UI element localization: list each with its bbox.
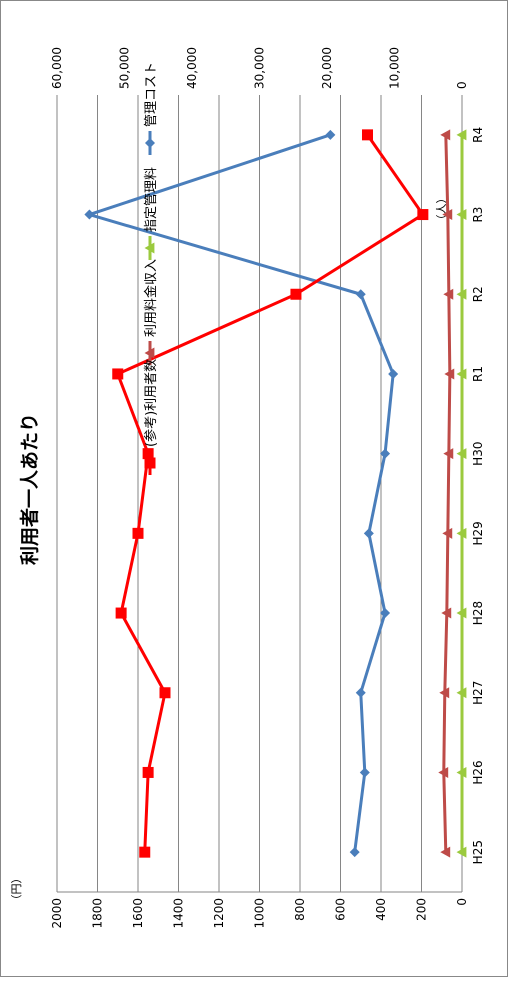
data-point bbox=[456, 368, 467, 380]
right-axis-unit: （人） bbox=[435, 193, 448, 226]
left-tick-label: 600 bbox=[334, 898, 348, 921]
data-point bbox=[456, 129, 467, 141]
data-point bbox=[142, 766, 154, 778]
data-point bbox=[145, 138, 155, 148]
category-label: H25 bbox=[471, 840, 485, 864]
data-point bbox=[438, 766, 449, 778]
series-利用料金収入 bbox=[438, 129, 455, 858]
data-point bbox=[112, 368, 124, 380]
data-point bbox=[443, 288, 454, 300]
data-point bbox=[417, 209, 429, 221]
category-label: H26 bbox=[471, 760, 485, 784]
left-tick-label: 1400 bbox=[172, 898, 186, 929]
data-point bbox=[439, 687, 450, 699]
category-label: H27 bbox=[471, 681, 485, 705]
data-point bbox=[456, 448, 467, 460]
left-axis-unit: （円） bbox=[10, 873, 23, 906]
data-point bbox=[132, 527, 144, 539]
category-label: R2 bbox=[471, 286, 485, 302]
category-labels: H25 H26 H27 H28 H29 H30 R1 R2 R3 R4 bbox=[471, 127, 485, 864]
category-label: R4 bbox=[471, 127, 485, 143]
category-label: H28 bbox=[471, 601, 485, 625]
data-point bbox=[159, 687, 171, 699]
series-指定管理料 bbox=[456, 129, 467, 858]
category-label: H29 bbox=[471, 521, 485, 545]
series-(参考)利用者数 bbox=[112, 129, 429, 858]
data-point bbox=[440, 846, 451, 858]
data-point bbox=[355, 687, 366, 698]
right-tick-label: 30,000 bbox=[253, 47, 267, 89]
right-tick-label: 40,000 bbox=[185, 47, 199, 89]
left-tick-label: 1800 bbox=[91, 898, 105, 929]
data-point bbox=[440, 129, 451, 141]
data-point bbox=[456, 687, 467, 699]
data-point bbox=[139, 846, 151, 858]
legend-item: (参考)利用者数 bbox=[143, 359, 159, 475]
left-tick-label: 2000 bbox=[50, 898, 64, 929]
data-point bbox=[456, 766, 467, 778]
data-point bbox=[362, 129, 373, 141]
data-point bbox=[442, 209, 453, 221]
data-point bbox=[442, 527, 453, 539]
right-tick-label: 10,000 bbox=[388, 47, 402, 89]
data-point bbox=[290, 288, 302, 300]
series-line bbox=[87, 133, 395, 853]
left-tick-label: 1600 bbox=[131, 898, 145, 929]
right-axis-ticks: 0 10,000 20,000 30,000 40,000 50,000 60,000 bbox=[50, 47, 469, 89]
legend-label: 指定管理料 bbox=[144, 167, 159, 232]
left-tick-label: 1000 bbox=[253, 898, 267, 929]
data-point bbox=[456, 209, 467, 221]
data-point bbox=[388, 368, 399, 379]
category-label: R3 bbox=[471, 207, 485, 223]
left-tick-label: 400 bbox=[374, 898, 388, 921]
category-label: H30 bbox=[471, 442, 485, 466]
data-point bbox=[443, 448, 454, 460]
data-point bbox=[456, 607, 467, 619]
legend-item: 指定管理料 bbox=[144, 167, 159, 260]
data-point bbox=[84, 209, 95, 220]
left-tick-label: 800 bbox=[293, 898, 307, 921]
legend-item: 管理コスト bbox=[144, 62, 159, 155]
data-point bbox=[144, 242, 155, 254]
right-tick-label: 20,000 bbox=[320, 47, 334, 89]
left-tick-label: 0 bbox=[455, 898, 469, 906]
data-point bbox=[380, 448, 391, 459]
data-point bbox=[456, 527, 467, 539]
right-tick-label: 0 bbox=[455, 81, 469, 89]
series-layer bbox=[84, 129, 467, 858]
legend-label: 管理コスト bbox=[144, 62, 159, 127]
category-label: R1 bbox=[471, 366, 485, 382]
data-point bbox=[441, 607, 452, 619]
data-point bbox=[144, 457, 156, 469]
legend-label: 利用料金収入 bbox=[143, 259, 159, 337]
data-point bbox=[444, 368, 455, 380]
data-point bbox=[325, 129, 336, 140]
left-axis-ticks: 0 200 400 600 800 1000 1200 1400 1600 1800 2000 bbox=[50, 898, 469, 929]
legend-item: 利用料金収入 bbox=[143, 259, 159, 365]
left-tick-label: 1200 bbox=[212, 898, 226, 929]
data-point bbox=[456, 288, 467, 300]
chart-title: 利用者一人あたり bbox=[19, 413, 41, 565]
series-line bbox=[116, 133, 425, 853]
left-tick-label: 200 bbox=[415, 898, 429, 921]
legend-label: (参考)利用者数 bbox=[143, 359, 159, 447]
data-point bbox=[355, 289, 366, 300]
right-tick-label: 50,000 bbox=[118, 47, 132, 89]
right-tick-label: 60,000 bbox=[50, 47, 64, 89]
data-point bbox=[456, 846, 467, 858]
data-point bbox=[144, 347, 155, 359]
series-line bbox=[442, 134, 452, 853]
data-point bbox=[115, 607, 127, 619]
data-point bbox=[380, 608, 391, 619]
